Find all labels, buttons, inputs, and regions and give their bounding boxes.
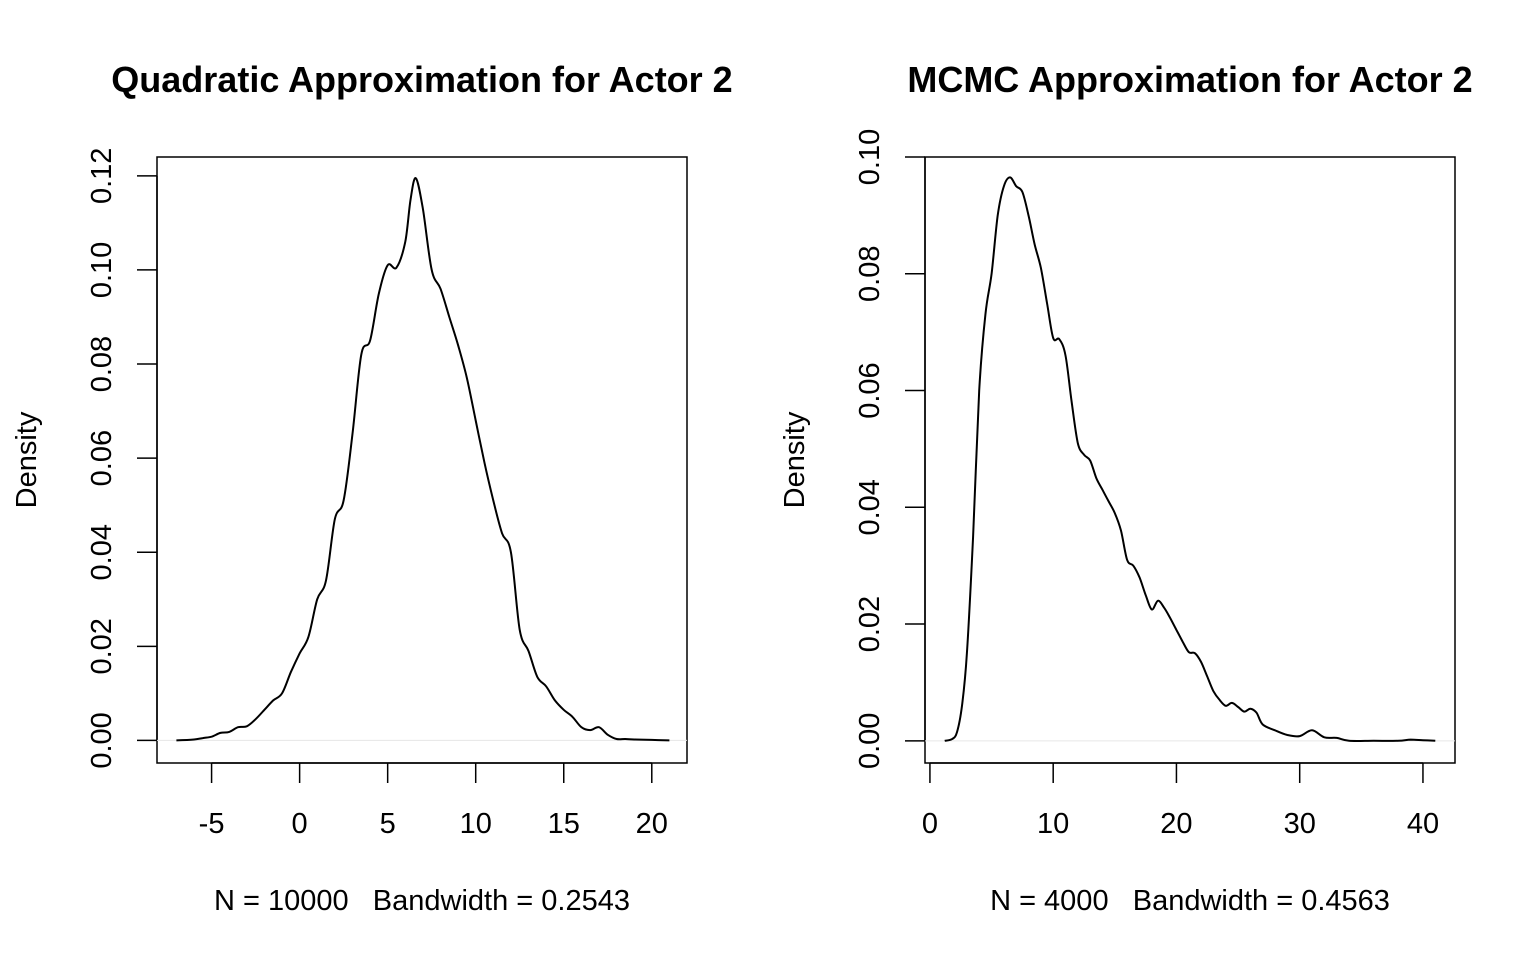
y-tick-label: 0.10 (86, 242, 118, 298)
plot-frame (924, 156, 1456, 764)
y-tick-label: 0.08 (86, 336, 118, 392)
x-tick-label: 10 (1037, 808, 1069, 840)
x-tick-label: 20 (636, 808, 668, 840)
y-axis-label: Density (11, 411, 43, 508)
y-axis-label: Density (779, 411, 811, 508)
chart-title: Quadratic Approximation for Actor 2 (111, 59, 732, 100)
x-tick-label: 20 (1160, 808, 1192, 840)
y-tick-label: 0.12 (86, 148, 118, 204)
mcmc-approximation-panel: MCMC Approximation for Actor 2 0 10 20 30 40… (779, 59, 1473, 917)
y-tick-label: 0.06 (854, 362, 886, 418)
x-tick-label: 5 (380, 808, 396, 840)
y-axis: 0.00 0.02 0.04 0.06 0.08 0.10 0.12 (86, 148, 158, 769)
y-tick-label: 0.04 (86, 524, 118, 580)
y-tick-label: 0.00 (86, 712, 118, 768)
plot-area (925, 176, 1455, 743)
x-axis: -5 0 5 10 15 20 (199, 762, 668, 840)
y-tick-label: 0.08 (854, 246, 886, 302)
x-axis: 0 10 20 30 40 (922, 762, 1439, 840)
density-curve (944, 176, 1436, 743)
x-tick-label: -5 (199, 808, 225, 840)
x-tick-label: 10 (460, 808, 492, 840)
x-tick-label: 0 (922, 808, 938, 840)
plot-area (157, 177, 687, 742)
y-tick-label: 0.02 (86, 618, 118, 674)
x-axis-label: N = 4000 Bandwidth = 0.4563 (990, 885, 1390, 917)
density-curve (176, 177, 670, 742)
y-axis: 0.00 0.02 0.04 0.06 0.08 0.10 (854, 129, 926, 769)
x-tick-label: 15 (548, 808, 580, 840)
x-axis-label: N = 10000 Bandwidth = 0.2543 (214, 885, 630, 917)
quadratic-approximation-panel: Quadratic Approximation for Actor 2 -5 0 5… (11, 59, 733, 917)
y-tick-label: 0.04 (854, 479, 886, 535)
chart-title: MCMC Approximation for Actor 2 (907, 59, 1472, 100)
x-tick-label: 0 (292, 808, 308, 840)
plot-frame (156, 156, 688, 764)
x-tick-label: 30 (1284, 808, 1316, 840)
y-tick-label: 0.02 (854, 596, 886, 652)
y-tick-label: 0.10 (854, 129, 886, 185)
x-tick-label: 40 (1407, 808, 1439, 840)
y-tick-label: 0.00 (854, 713, 886, 769)
y-tick-label: 0.06 (86, 430, 118, 486)
